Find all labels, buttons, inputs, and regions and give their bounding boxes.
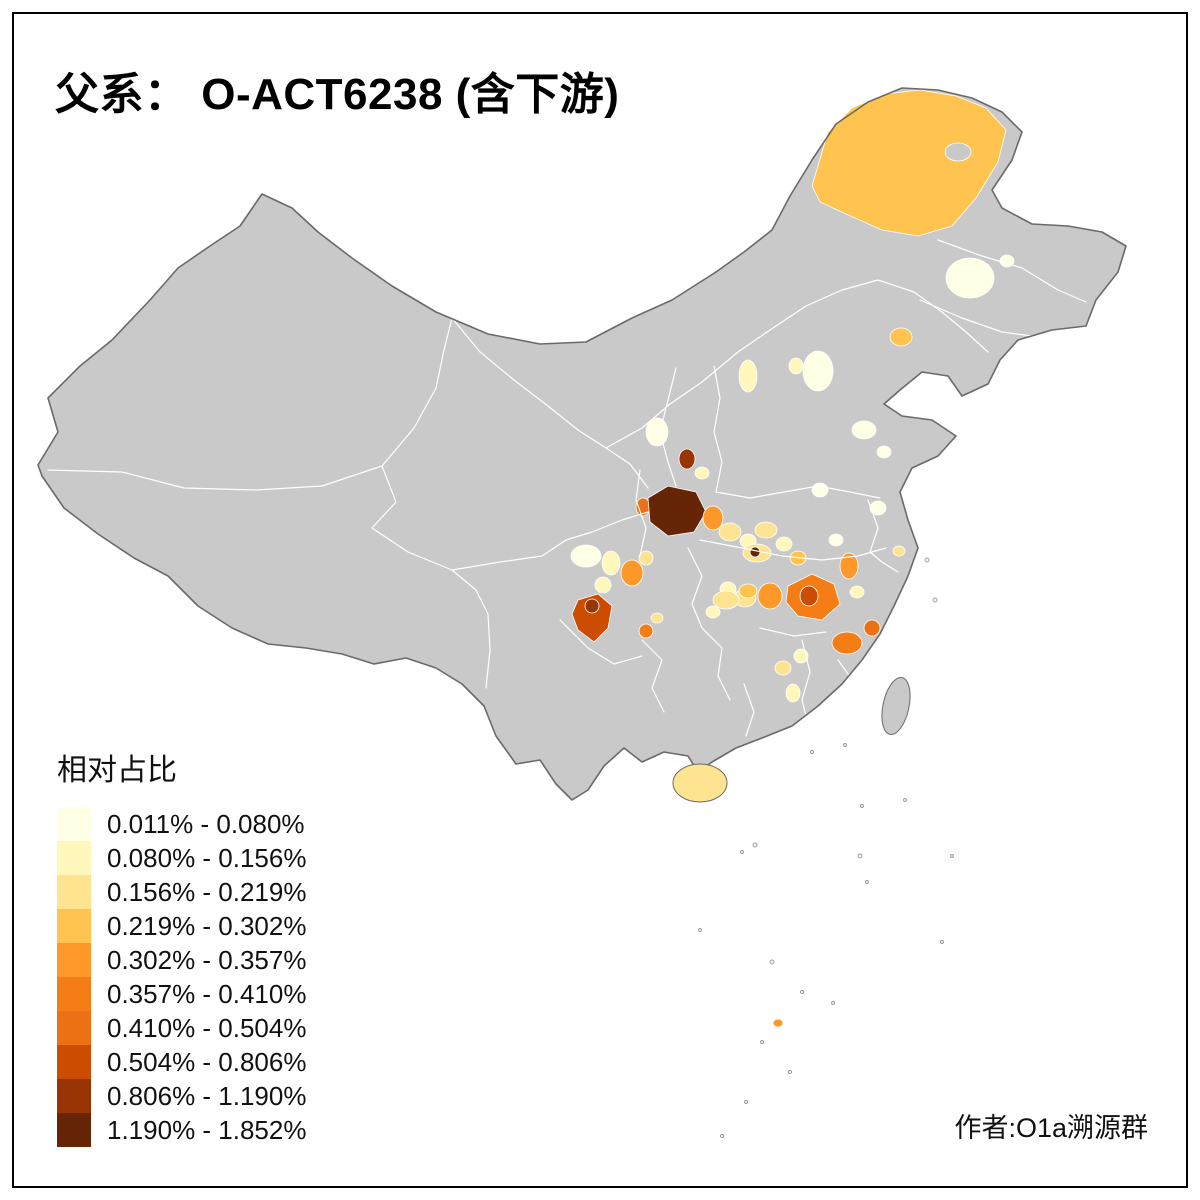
map-region	[570, 544, 602, 568]
legend-row: 0.219% - 0.302%	[57, 909, 306, 943]
sea-islands	[698, 557, 954, 1138]
map-region	[831, 631, 863, 655]
map-region	[772, 1018, 784, 1028]
map-region	[738, 359, 758, 393]
map-region	[645, 417, 669, 447]
map-region	[705, 605, 721, 619]
map-region	[754, 521, 778, 539]
attribution: 作者:O1a溯源群	[954, 1113, 1148, 1143]
map-region	[793, 648, 809, 664]
map-region	[620, 559, 644, 587]
legend-swatch	[57, 909, 91, 943]
map-region	[839, 552, 859, 580]
map-region	[638, 623, 654, 639]
legend-row: 0.011% - 0.080%	[57, 807, 306, 841]
province-borders	[47, 239, 1087, 737]
map-region	[802, 350, 834, 392]
map-region	[594, 576, 612, 594]
map-region	[889, 327, 913, 347]
legend-swatch	[57, 875, 91, 909]
map-region	[869, 500, 887, 516]
legend-swatch	[57, 841, 91, 875]
map-region	[694, 466, 710, 480]
map-region	[849, 585, 865, 599]
legend-swatch	[57, 807, 91, 841]
legend-label: 0.410% - 0.504%	[107, 1012, 307, 1043]
legend-rows: 0.011% - 0.080% 0.080% - 0.156% 0.156% - 0…	[57, 807, 306, 1147]
map-region	[892, 545, 906, 557]
map-region	[757, 582, 783, 610]
legend-row: 0.504% - 0.806%	[57, 1045, 306, 1079]
legend-label: 0.156% - 0.219%	[107, 876, 307, 907]
map-region	[828, 533, 844, 547]
legend-swatch	[57, 1079, 91, 1113]
map-region	[799, 585, 819, 607]
map-region	[788, 357, 804, 375]
map-region	[584, 598, 600, 614]
legend-row: 0.410% - 0.504%	[57, 1011, 306, 1045]
legend-label: 0.080% - 0.156%	[107, 842, 307, 873]
map-region	[601, 550, 621, 576]
legend-label: 0.504% - 0.806%	[107, 1046, 307, 1077]
legend-label: 0.806% - 1.190%	[107, 1080, 307, 1111]
map-region	[650, 612, 664, 624]
legend-row: 0.302% - 0.357%	[57, 943, 306, 977]
legend-swatch	[57, 1113, 91, 1147]
map-region	[876, 445, 892, 459]
map-region	[811, 482, 829, 498]
map-region	[851, 420, 877, 440]
map-region-hole	[944, 142, 972, 162]
map-region	[638, 550, 654, 566]
map-region	[647, 485, 707, 537]
taiwan-island	[881, 677, 911, 735]
legend-row: 0.806% - 1.190%	[57, 1079, 306, 1113]
legend-row: 0.156% - 0.219%	[57, 875, 306, 909]
legend-label: 0.219% - 0.302%	[107, 910, 307, 941]
map-region	[775, 536, 793, 552]
map-region	[811, 89, 1007, 237]
legend-row: 0.080% - 0.156%	[57, 841, 306, 875]
legend-label: 1.190% - 1.852%	[107, 1114, 307, 1145]
map-region	[945, 257, 995, 299]
legend-row: 0.357% - 0.410%	[57, 977, 306, 1011]
map-region	[712, 590, 740, 610]
map-region	[571, 593, 613, 643]
legend-swatch	[57, 1045, 91, 1079]
legend-swatch	[57, 1011, 91, 1045]
legend-label: 0.011% - 0.080%	[107, 808, 305, 839]
legend-swatch	[57, 943, 91, 977]
map-region	[678, 448, 696, 470]
legend-label: 0.302% - 0.357%	[107, 944, 307, 975]
map-region	[749, 546, 761, 558]
map-region	[702, 505, 724, 531]
legend-label: 0.357% - 0.410%	[107, 978, 307, 1009]
legend-title: 相对占比	[57, 754, 177, 787]
map-region	[785, 683, 801, 703]
map-title: 父系： O-ACT6238 (含下游)	[55, 70, 620, 119]
map-region	[774, 660, 792, 676]
legend-swatch	[57, 977, 91, 1011]
legend: 相对占比 0.011% - 0.080% 0.080% - 0.156% 0.156…	[57, 745, 306, 1147]
hainan-island-region	[672, 763, 728, 803]
map-region	[718, 522, 742, 542]
map-region	[863, 619, 881, 637]
legend-row: 1.190% - 1.852%	[57, 1113, 306, 1147]
map-region	[738, 583, 758, 599]
